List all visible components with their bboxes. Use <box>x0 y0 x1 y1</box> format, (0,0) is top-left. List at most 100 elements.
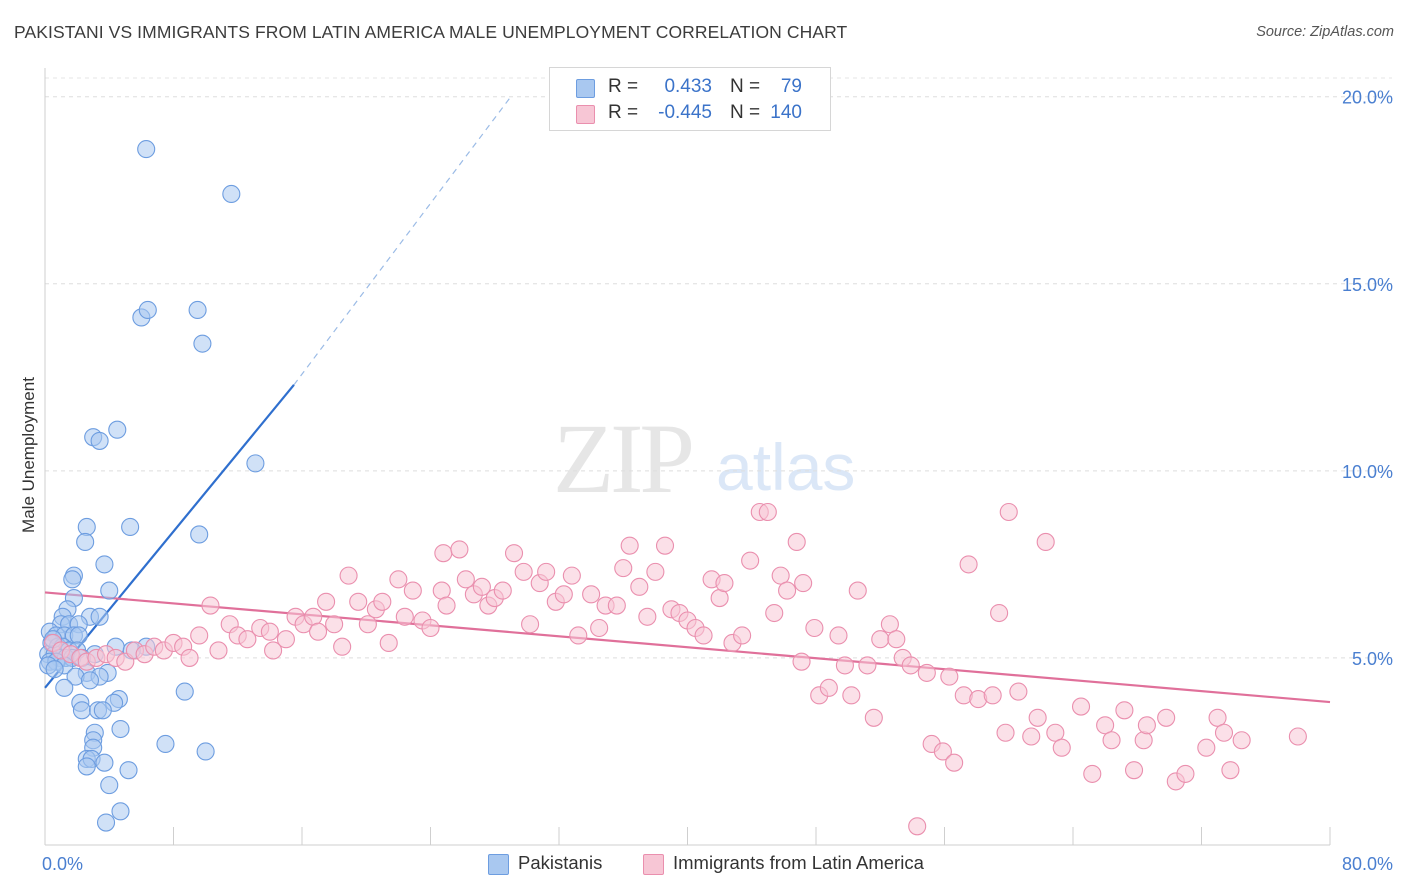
data-point-latin-america-66 <box>607 596 626 615</box>
tick-labels: 5.0% 10.0% 15.0% 20.0% 0.0% 80.0% <box>42 88 1393 874</box>
data-point-latin-america-90 <box>792 652 811 671</box>
data-point-latin-america-17 <box>201 596 220 615</box>
data-point-latin-america-133 <box>1157 708 1176 727</box>
data-point-latin-america-53 <box>493 581 512 600</box>
data-point-pakistanis-4 <box>188 300 207 320</box>
data-point-pakistanis-1 <box>222 184 241 204</box>
data-point-latin-america-130 <box>1124 761 1144 780</box>
y-axis-label-text: Male Unemployment <box>19 377 38 533</box>
data-point-pakistanis-5 <box>193 334 212 353</box>
data-point-pakistanis-14 <box>95 555 114 574</box>
data-point-latin-america-64 <box>590 618 609 638</box>
data-point-latin-america-43 <box>421 618 440 638</box>
data-point-latin-america-98 <box>848 581 867 600</box>
data-point-latin-america-125 <box>1071 697 1091 716</box>
series-legend-swatch-pakistanis <box>488 854 509 875</box>
source-label: Source: ZipAtlas.com <box>1256 24 1394 40</box>
data-point-latin-america-103 <box>887 630 906 649</box>
data-point-pakistanis-9 <box>246 454 265 473</box>
data-point-latin-america-89 <box>787 532 806 551</box>
data-point-pakistanis-67 <box>156 734 175 754</box>
legend-r-value: 0.433 <box>664 76 712 97</box>
data-point-latin-america-131 <box>1134 731 1153 750</box>
data-point-latin-america-107 <box>917 663 936 682</box>
data-point-latin-america-25 <box>276 630 295 649</box>
data-point-pakistanis-55 <box>80 671 100 690</box>
y-axis-label: Male Unemployment <box>19 377 38 533</box>
data-point-latin-america-28 <box>304 607 323 626</box>
data-point-latin-america-31 <box>325 615 344 634</box>
data-point-latin-america-141 <box>1288 727 1307 746</box>
data-point-latin-america-135 <box>1176 764 1195 783</box>
chart-title: PAKISTANI VS IMMIGRANTS FROM LATIN AMERI… <box>14 22 848 42</box>
legend-n-value: 79 <box>780 76 802 97</box>
series-legend-label-latin-america: Immigrants from Latin America <box>673 852 924 873</box>
data-point-latin-america-45 <box>437 596 456 615</box>
data-point-latin-america-34 <box>349 592 368 611</box>
data-point-pakistanis-74 <box>119 761 138 780</box>
data-point-latin-america-106 <box>908 817 927 836</box>
data-point-latin-america-63 <box>582 585 601 604</box>
data-point-latin-america-39 <box>389 570 408 589</box>
data-point-latin-america-115 <box>983 686 1002 705</box>
x-tick-label-0: 0.0% <box>42 854 83 874</box>
data-point-latin-america-38 <box>379 633 398 653</box>
data-point-pakistanis-64 <box>111 719 130 739</box>
data-point-pakistanis-6 <box>108 420 127 439</box>
data-point-latin-america-16 <box>190 626 209 645</box>
correlation-legend: R = 0.433 N = 79 R = -0.445 N = 140 <box>549 67 831 131</box>
data-point-pakistanis-13 <box>190 525 209 544</box>
data-point-latin-america-67 <box>614 559 633 578</box>
y-tick-label-1: 10.0% <box>1342 462 1393 482</box>
data-point-latin-america-30 <box>317 592 336 611</box>
data-point-latin-america-140 <box>1232 731 1251 750</box>
data-point-latin-america-100 <box>864 708 883 727</box>
data-point-latin-america-120 <box>1022 727 1041 746</box>
data-point-pakistanis-57 <box>175 682 194 701</box>
data-points <box>39 140 1307 836</box>
data-point-latin-america-126 <box>1083 764 1102 783</box>
data-point-latin-america-68 <box>620 536 639 555</box>
data-point-latin-america-48 <box>456 570 475 589</box>
legend-n-label: N = <box>730 102 761 123</box>
data-point-pakistanis-11 <box>76 532 95 551</box>
data-point-latin-america-109 <box>933 742 952 761</box>
data-point-latin-america-69 <box>630 577 649 596</box>
data-point-latin-america-62 <box>569 626 588 645</box>
axes <box>44 68 1331 846</box>
data-point-latin-america-50 <box>472 577 491 596</box>
data-point-pakistanis-16 <box>63 570 82 589</box>
data-point-latin-america-99 <box>858 656 877 675</box>
data-point-latin-america-32 <box>333 637 352 656</box>
data-point-latin-america-110 <box>940 667 959 686</box>
data-point-latin-america-44 <box>432 581 451 600</box>
data-point-latin-america-127 <box>1096 716 1115 735</box>
data-point-latin-america-55 <box>514 562 533 581</box>
series-legend: Pakistanis Immigrants from Latin America <box>0 851 1406 877</box>
data-point-pakistanis-3 <box>138 300 157 320</box>
data-point-latin-america-72 <box>655 536 675 555</box>
data-point-latin-america-95 <box>829 626 848 645</box>
legend-r-label: R = <box>608 76 639 97</box>
data-point-pakistanis-75 <box>100 776 119 795</box>
data-point-latin-america-121 <box>1028 708 1047 727</box>
data-point-latin-america-97 <box>842 686 861 705</box>
data-point-pakistanis-0 <box>137 140 156 159</box>
data-point-latin-america-96 <box>835 656 854 675</box>
data-point-pakistanis-76 <box>111 802 130 821</box>
data-point-latin-america-71 <box>646 562 665 581</box>
data-point-latin-america-21 <box>238 630 257 649</box>
data-point-latin-america-119 <box>1009 682 1028 701</box>
data-point-latin-america-79 <box>710 589 729 608</box>
data-point-latin-america-101 <box>871 630 890 649</box>
trend-line-latin-america <box>44 591 1331 704</box>
data-point-pakistanis-12 <box>121 517 140 537</box>
data-point-latin-america-56 <box>521 615 540 634</box>
watermark-atlas: atlas <box>716 430 855 504</box>
data-point-latin-america-94 <box>819 678 838 697</box>
data-point-pakistanis-63 <box>93 701 112 720</box>
data-point-latin-america-132 <box>1137 716 1156 735</box>
data-point-pakistanis-72 <box>77 757 96 776</box>
data-point-latin-america-18 <box>209 641 228 660</box>
